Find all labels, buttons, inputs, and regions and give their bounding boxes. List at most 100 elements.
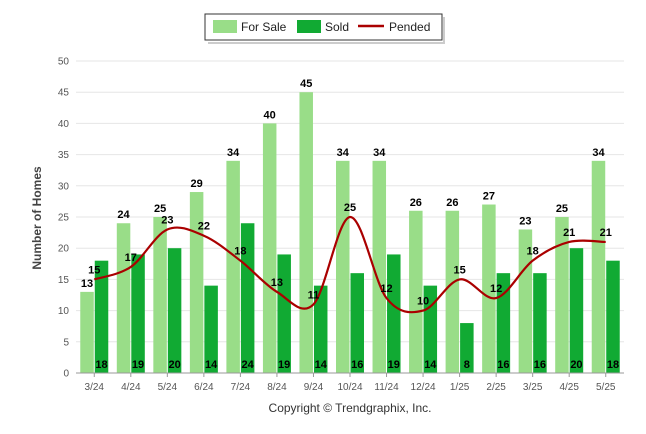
legend-label-pended: Pended xyxy=(389,20,430,34)
y-tick-label: 35 xyxy=(58,150,70,161)
bar-for-sale xyxy=(116,223,131,373)
data-label-for-sale: 34 xyxy=(592,147,605,159)
data-label-sold: 19 xyxy=(278,359,290,371)
data-label-sold: 19 xyxy=(132,359,144,371)
x-tick-label: 2/25 xyxy=(486,382,506,393)
bar-sold xyxy=(94,260,109,373)
data-label-sold: 8 xyxy=(464,359,470,371)
x-tick-label: 8/24 xyxy=(267,382,287,393)
x-tick-label: 1/25 xyxy=(450,382,470,393)
y-tick-label: 40 xyxy=(58,119,70,130)
data-label-pended: 23 xyxy=(161,214,173,226)
data-label-for-sale: 34 xyxy=(227,147,240,159)
bar-for-sale xyxy=(80,291,94,373)
legend-swatch-for-sale xyxy=(213,20,237,33)
data-label-for-sale: 13 xyxy=(81,278,93,290)
data-label-pended: 12 xyxy=(380,283,392,295)
bar-for-sale xyxy=(555,217,569,373)
bars xyxy=(80,92,620,374)
data-label-for-sale: 25 xyxy=(556,203,568,215)
bar-for-sale xyxy=(336,160,350,373)
data-label-for-sale: 34 xyxy=(373,147,386,159)
bar-for-sale xyxy=(262,123,277,374)
bar-sold xyxy=(131,254,145,373)
data-label-sold: 18 xyxy=(95,359,107,371)
data-label-pended: 12 xyxy=(490,283,502,295)
data-labels: 13 18 24 19 25 20 29 14 34 24 40 19 45 14 34 16 34 19 26 14… xyxy=(81,78,619,371)
data-label-sold: 14 xyxy=(424,359,437,371)
legend-shadow xyxy=(208,42,445,44)
bar-sold xyxy=(460,323,474,373)
data-label-for-sale: 26 xyxy=(446,197,458,209)
data-label-pended: 21 xyxy=(600,227,612,239)
legend: For Sale Sold Pended xyxy=(204,13,445,44)
legend-label-for-sale: For Sale xyxy=(241,20,287,34)
data-label-pended: 17 xyxy=(125,252,137,264)
data-label-for-sale: 34 xyxy=(337,147,350,159)
data-label-sold: 16 xyxy=(534,359,546,371)
bar-for-sale xyxy=(372,160,387,373)
y-tick-label: 30 xyxy=(58,181,70,192)
data-label-for-sale: 40 xyxy=(264,109,276,121)
bar-sold xyxy=(350,273,364,373)
legend-label-sold: Sold xyxy=(325,20,349,34)
bar-sold xyxy=(240,223,255,373)
data-label-sold: 16 xyxy=(351,359,363,371)
bar-for-sale xyxy=(226,160,240,373)
y-tick-label: 5 xyxy=(63,337,69,348)
data-label-pended: 15 xyxy=(88,264,100,276)
data-label-sold: 14 xyxy=(205,359,218,371)
x-tick-label: 11/24 xyxy=(374,382,399,393)
data-label-sold: 18 xyxy=(607,359,619,371)
legend-box xyxy=(204,13,443,41)
bar-sold xyxy=(387,254,401,373)
y-tick-label: 45 xyxy=(58,88,70,99)
x-tick-label: 5/24 xyxy=(158,382,178,393)
y-tick-label: 15 xyxy=(58,275,70,286)
data-label-pended: 13 xyxy=(271,277,283,289)
x-tick-label: 10/24 xyxy=(337,382,362,393)
data-label-for-sale: 27 xyxy=(483,191,495,203)
data-label-for-sale: 45 xyxy=(300,78,312,90)
data-label-sold: 20 xyxy=(570,359,582,371)
x-tick-label: 6/24 xyxy=(194,382,214,393)
pended-line xyxy=(93,215,606,314)
legend-shadow-side xyxy=(443,17,445,43)
data-label-for-sale: 26 xyxy=(410,197,422,209)
bar-for-sale xyxy=(153,217,167,373)
y-tick-label: 0 xyxy=(63,369,69,380)
bar-for-sale xyxy=(299,92,313,373)
data-label-for-sale: 24 xyxy=(117,209,130,221)
x-tick-label: 9/24 xyxy=(304,382,324,393)
data-label-sold: 19 xyxy=(388,359,400,371)
copyright-text: Copyright © Trendgraphix, Inc. xyxy=(269,401,432,415)
bar-sold xyxy=(313,285,328,373)
axes: 0 5 10 15 20 25 30 35 40 45 50 3/24 4/24 5/24 6/24 7/24… xyxy=(58,57,624,393)
data-label-pended: 18 xyxy=(234,246,246,258)
x-tick-label: 7/24 xyxy=(231,382,251,393)
legend-swatch-sold xyxy=(297,20,321,33)
data-label-for-sale: 29 xyxy=(190,178,202,190)
data-label-for-sale: 23 xyxy=(519,215,531,227)
x-tick-label: 4/24 xyxy=(121,382,141,393)
data-label-sold: 24 xyxy=(242,359,255,371)
y-tick-label: 25 xyxy=(58,213,70,224)
bar-sold xyxy=(167,248,182,373)
bar-for-sale xyxy=(445,210,460,373)
bar-sold xyxy=(533,273,547,373)
data-label-pended: 25 xyxy=(344,202,356,214)
y-tick-label: 50 xyxy=(58,57,70,68)
x-tick-label: 3/25 xyxy=(523,382,543,393)
y-tick-label: 10 xyxy=(58,306,70,317)
data-label-pended: 10 xyxy=(417,296,429,308)
pended-series-line xyxy=(93,215,606,314)
data-label-sold: 14 xyxy=(315,359,328,371)
grid xyxy=(76,60,624,343)
bar-sold xyxy=(496,273,511,373)
x-tick-label: 5/25 xyxy=(596,382,616,393)
bar-sold xyxy=(204,285,218,373)
data-label-pended: 15 xyxy=(453,264,465,276)
bar-for-sale xyxy=(482,204,496,373)
data-label-for-sale: 25 xyxy=(154,203,166,215)
